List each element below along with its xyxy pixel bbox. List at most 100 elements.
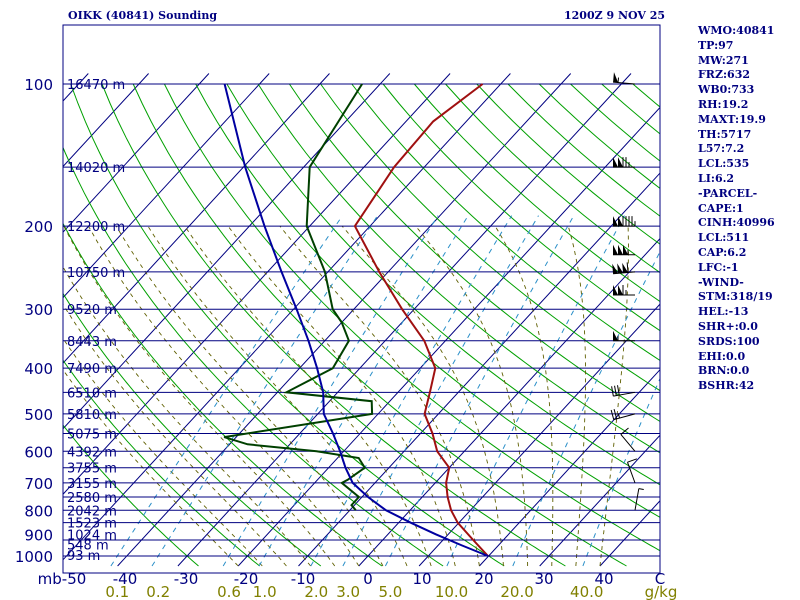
height-label: 10750 m (67, 266, 125, 281)
height-label: 9520 m (67, 303, 117, 318)
stat-item: LCL:535 (698, 157, 750, 171)
wind-barb (613, 244, 635, 256)
pressure-label: 1000 (15, 548, 53, 566)
stat-item: EHI:0.0 (698, 349, 746, 363)
wind-barb (613, 330, 635, 342)
moist-adiabat-line (341, 225, 504, 567)
sounding-curves (223, 83, 489, 557)
height-label: 7490 m (67, 362, 117, 377)
parcel-curve (223, 83, 489, 557)
moist-adiabat-line (279, 225, 480, 567)
temperature-label: mb-50 (38, 570, 87, 588)
wind-barb (620, 427, 636, 452)
wind-barb (613, 216, 636, 227)
pressure-label: 300 (24, 301, 53, 319)
barb-shaft (627, 462, 636, 484)
barb-feather (610, 409, 615, 420)
barb-pennant (617, 263, 624, 274)
height-label: 1024 m (67, 528, 117, 543)
dry-adiabat-line (63, 424, 199, 567)
mixing-ratio-label: 0.6 (217, 583, 241, 600)
isotherm-line (479, 368, 660, 567)
wind-barb (634, 488, 644, 511)
pressure-label: 700 (24, 475, 53, 493)
stat-item: LCL:511 (698, 231, 750, 245)
isotherm-line (63, 73, 270, 299)
mixing-ratio-label: 5.0 (379, 583, 403, 600)
stat-item: TP:97 (698, 38, 734, 52)
moist-adiabat-line (63, 369, 239, 567)
dry-adiabat-line (101, 83, 566, 567)
height-label: 8443 m (67, 335, 117, 350)
isotherm-line (117, 73, 572, 567)
height-label: 2042 m (67, 504, 117, 519)
stat-item: SHR+:0.0 (698, 319, 758, 333)
moist-adiabat-line (147, 225, 408, 567)
isotherm-line (237, 106, 660, 567)
pressure-label: 200 (24, 218, 53, 236)
barb-pennant (612, 263, 619, 274)
stat-item: LI:6.2 (698, 171, 735, 185)
temperature-curve (353, 83, 489, 557)
wind-barb (611, 385, 636, 397)
mixing-ratio-line (151, 215, 379, 567)
wind-barb (610, 409, 636, 421)
isotherm-line (63, 73, 210, 233)
height-label: 93 m (67, 549, 100, 564)
moist-adiabat-line (63, 337, 263, 567)
dry-adiabat-line (63, 292, 322, 567)
moist-adiabat-line (63, 266, 311, 567)
stat-item: -PARCEL- (698, 186, 758, 200)
temperature-label: -20 (234, 570, 259, 588)
mixing-ratio-line (512, 250, 660, 567)
height-label: 6510 m (67, 386, 117, 401)
isotherm-line (63, 73, 391, 430)
stat-item: CINH:40996 (698, 216, 775, 230)
temperature-label: 40 (594, 570, 613, 588)
barb-pennant (613, 157, 618, 168)
mixing-ratio-label: 20.0 (500, 583, 533, 600)
mixing-ratio-label: 0.2 (146, 583, 170, 600)
stat-item: RH:19.2 (698, 97, 749, 111)
moist-adiabat-line (415, 225, 529, 566)
dry-adiabat-line (132, 83, 627, 567)
mixing-ratio-label: 2.0 (304, 583, 328, 600)
dry-adiabat-line (288, 83, 660, 423)
wind-barbs (610, 72, 644, 511)
barb-shaft (620, 434, 636, 452)
barb-shaft (613, 81, 636, 85)
temperature-label: -10 (291, 570, 316, 588)
pressure-label: 400 (24, 360, 53, 378)
stat-item: L57:7.2 (698, 142, 745, 156)
stat-item: LFC:-1 (698, 260, 739, 274)
barb-feather (611, 386, 614, 397)
dry-adiabat-line (63, 146, 444, 567)
barb-feather (617, 385, 620, 396)
axis-labels: 0.1 0.2 0.6 1.0 2.0 3.0 5.0 10.0 20.0 40.0 g/kg100… (15, 76, 678, 600)
isotherm-line (298, 172, 660, 567)
dry-adiabat-line (320, 83, 660, 392)
height-label: 5075 m (67, 427, 117, 442)
stat-item: -WIND- (698, 275, 744, 289)
barb-pennant (613, 72, 619, 83)
mixing-ratio-line (310, 215, 513, 567)
mixing-ratio-line (258, 215, 469, 567)
stat-item: SRDS:100 (698, 334, 760, 348)
dry-adiabat-line (382, 83, 660, 332)
temperature-label: 20 (474, 570, 493, 588)
barb-half-feather (617, 413, 621, 419)
mixing-ratio-label: 1.0 (253, 583, 277, 600)
barb-shaft (613, 271, 636, 275)
mixing-ratio-line (222, 215, 439, 567)
mixing-ratio-unit: g/kg (645, 583, 678, 600)
dry-adiabat-line (63, 222, 383, 567)
isotherm-line (63, 73, 330, 364)
moist-adiabat-line (494, 225, 554, 566)
barb-pennant (613, 285, 618, 296)
moist-adiabat-line (567, 225, 586, 566)
isotherm-line (177, 73, 632, 567)
barb-shaft (613, 391, 636, 397)
dry-adiabat-line (63, 359, 260, 567)
barb-feather (620, 427, 629, 435)
barb-feather (613, 409, 618, 419)
